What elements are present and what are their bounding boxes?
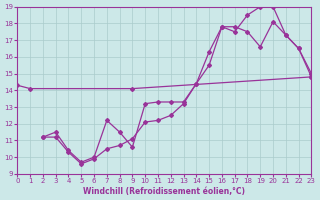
X-axis label: Windchill (Refroidissement éolien,°C): Windchill (Refroidissement éolien,°C) bbox=[84, 187, 245, 196]
